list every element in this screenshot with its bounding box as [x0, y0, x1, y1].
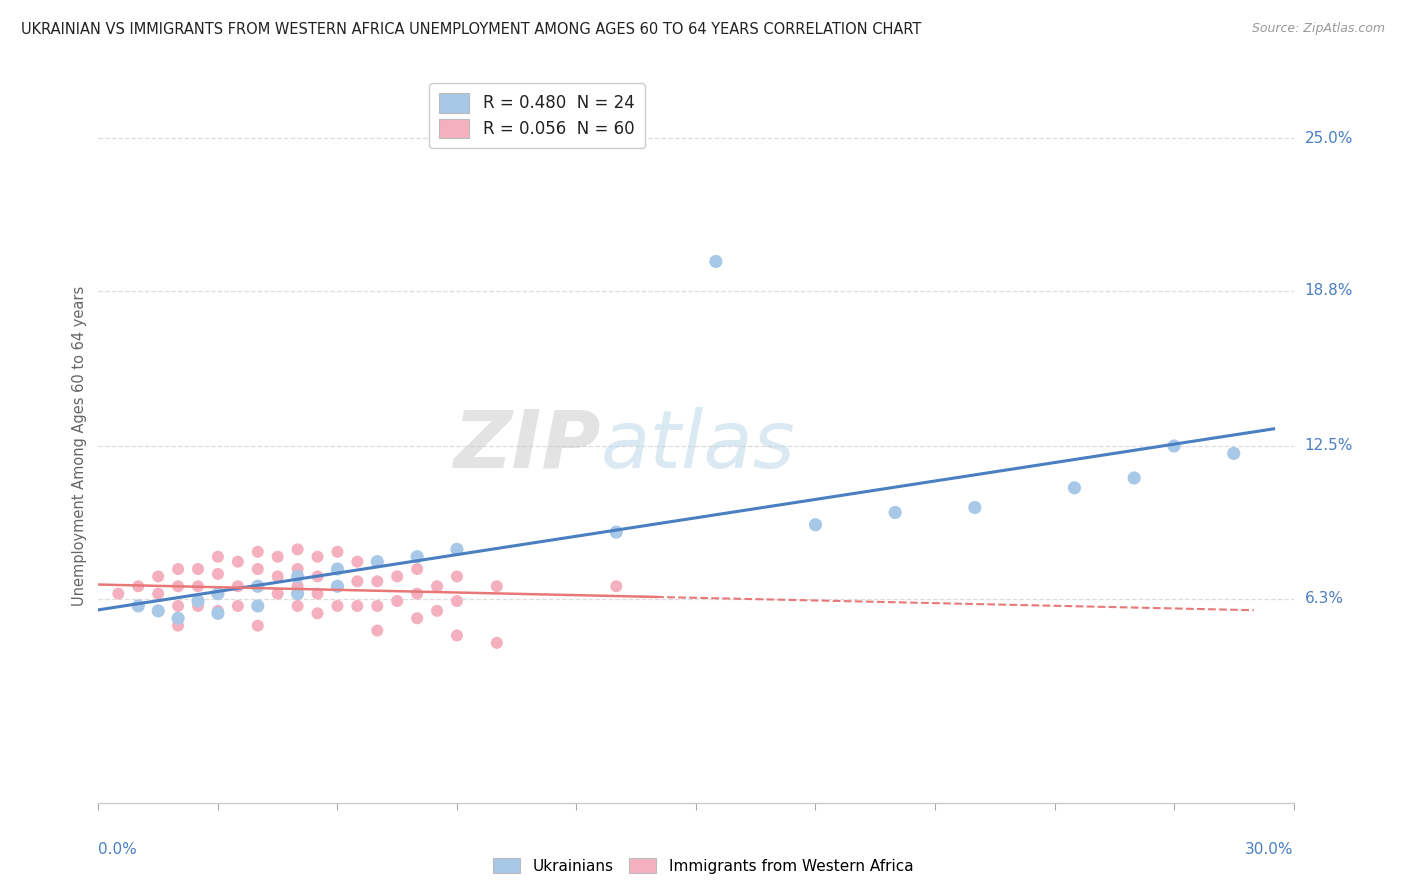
Point: [446, 628, 468, 642]
Point: [426, 579, 449, 593]
Point: [326, 562, 349, 576]
Point: [148, 604, 170, 618]
Point: [385, 594, 409, 608]
Point: [406, 562, 429, 576]
Text: UKRAINIAN VS IMMIGRANTS FROM WESTERN AFRICA UNEMPLOYMENT AMONG AGES 60 TO 64 YEA: UKRAINIAN VS IMMIGRANTS FROM WESTERN AFR…: [21, 22, 921, 37]
Point: [366, 599, 388, 613]
Point: [307, 569, 329, 583]
Point: [167, 562, 190, 576]
Point: [485, 636, 508, 650]
Point: [207, 566, 229, 581]
Point: [326, 599, 349, 613]
Text: 30.0%: 30.0%: [1246, 842, 1294, 856]
Point: [605, 525, 627, 540]
Point: [187, 562, 209, 576]
Point: [366, 555, 388, 569]
Point: [226, 555, 249, 569]
Point: [307, 607, 329, 621]
Point: [246, 562, 269, 576]
Text: 0.0%: 0.0%: [98, 842, 138, 856]
Text: atlas: atlas: [600, 407, 796, 485]
Point: [406, 549, 429, 564]
Point: [307, 587, 329, 601]
Point: [366, 624, 388, 638]
Point: [167, 579, 190, 593]
Point: [963, 500, 986, 515]
Point: [246, 545, 269, 559]
Text: 12.5%: 12.5%: [1305, 439, 1353, 453]
Point: [187, 579, 209, 593]
Point: [406, 587, 429, 601]
Point: [207, 604, 229, 618]
Point: [267, 549, 290, 564]
Point: [107, 587, 129, 601]
Y-axis label: Unemployment Among Ages 60 to 64 years: Unemployment Among Ages 60 to 64 years: [72, 285, 87, 607]
Point: [704, 254, 727, 268]
Text: Source: ZipAtlas.com: Source: ZipAtlas.com: [1251, 22, 1385, 36]
Point: [426, 604, 449, 618]
Point: [207, 607, 229, 621]
Point: [226, 579, 249, 593]
Point: [246, 579, 269, 593]
Point: [366, 555, 388, 569]
Point: [167, 611, 190, 625]
Text: 6.3%: 6.3%: [1305, 591, 1344, 606]
Point: [1163, 439, 1185, 453]
Point: [446, 542, 468, 557]
Point: [605, 579, 627, 593]
Point: [1123, 471, 1146, 485]
Point: [884, 505, 907, 519]
Point: [187, 599, 209, 613]
Point: [307, 549, 329, 564]
Point: [148, 569, 170, 583]
Point: [326, 579, 349, 593]
Point: [246, 599, 269, 613]
Point: [1223, 446, 1246, 460]
Point: [385, 569, 409, 583]
Point: [207, 549, 229, 564]
Point: [804, 517, 827, 532]
Point: [446, 569, 468, 583]
Point: [406, 611, 429, 625]
Point: [287, 569, 309, 583]
Point: [148, 604, 170, 618]
Point: [287, 542, 309, 557]
Point: [226, 599, 249, 613]
Legend: Ukrainians, Immigrants from Western Africa: Ukrainians, Immigrants from Western Afri…: [486, 852, 920, 880]
Point: [446, 594, 468, 608]
Point: [127, 599, 149, 613]
Point: [326, 579, 349, 593]
Point: [167, 618, 190, 632]
Point: [346, 599, 368, 613]
Point: [1063, 481, 1085, 495]
Point: [366, 574, 388, 589]
Point: [207, 587, 229, 601]
Point: [287, 579, 309, 593]
Point: [267, 569, 290, 583]
Point: [287, 587, 309, 601]
Point: [187, 594, 209, 608]
Point: [246, 618, 269, 632]
Text: ZIP: ZIP: [453, 407, 600, 485]
Point: [246, 579, 269, 593]
Point: [127, 579, 149, 593]
Point: [326, 545, 349, 559]
Point: [485, 579, 508, 593]
Point: [346, 555, 368, 569]
Point: [267, 587, 290, 601]
Text: 18.8%: 18.8%: [1305, 284, 1353, 299]
Point: [346, 574, 368, 589]
Point: [148, 587, 170, 601]
Point: [167, 599, 190, 613]
Point: [326, 562, 349, 576]
Legend: R = 0.480  N = 24, R = 0.056  N = 60: R = 0.480 N = 24, R = 0.056 N = 60: [429, 83, 644, 148]
Point: [287, 562, 309, 576]
Point: [127, 599, 149, 613]
Text: 25.0%: 25.0%: [1305, 131, 1353, 146]
Point: [246, 599, 269, 613]
Point: [207, 587, 229, 601]
Point: [287, 599, 309, 613]
